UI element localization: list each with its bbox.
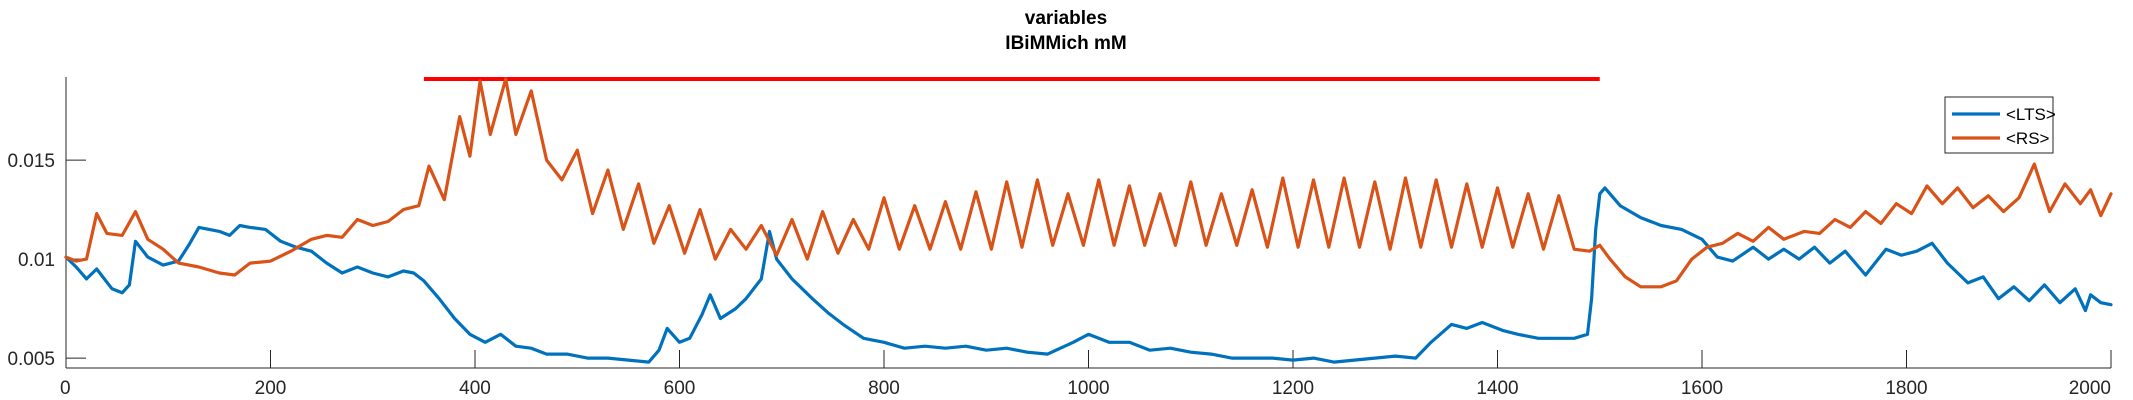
legend-label-lts: <LTS> — [2006, 105, 2056, 124]
x-tick-label: 1400 — [1476, 378, 1518, 399]
x-tick-label: 0 — [60, 378, 71, 399]
axis-ticks: 0 200 400 600 800 1000 1200 1400 1600 1800 2000 0.0… — [7, 151, 2112, 399]
x-tick-label: 1800 — [1885, 378, 1927, 399]
legend-box — [1944, 96, 2054, 154]
y-tick-label: 0.015 — [7, 151, 55, 172]
x-tick-label: 600 — [664, 378, 696, 399]
series-line-lts — [64, 186, 2113, 364]
y-tick-label: 0.01 — [18, 250, 55, 271]
series-lines — [64, 77, 2113, 364]
series-line-rs — [64, 77, 2113, 289]
x-tick-label: 800 — [868, 378, 900, 399]
chart-title: variables — [1025, 8, 1107, 29]
legend: <LTS> <RS> — [1944, 96, 2056, 154]
x-tick-label: 1000 — [1067, 378, 1109, 399]
chart-subtitle: IBiMMich mM — [1005, 33, 1126, 54]
x-tick-label: 1200 — [1272, 378, 1314, 399]
legend-label-rs: <RS> — [2006, 129, 2050, 148]
y-tick-label: 0.005 — [7, 349, 55, 370]
x-tick-label: 1600 — [1681, 378, 1723, 399]
x-tick-label: 2000 — [2069, 378, 2111, 399]
x-tick-label: 400 — [459, 378, 491, 399]
x-tick-label: 200 — [255, 378, 287, 399]
